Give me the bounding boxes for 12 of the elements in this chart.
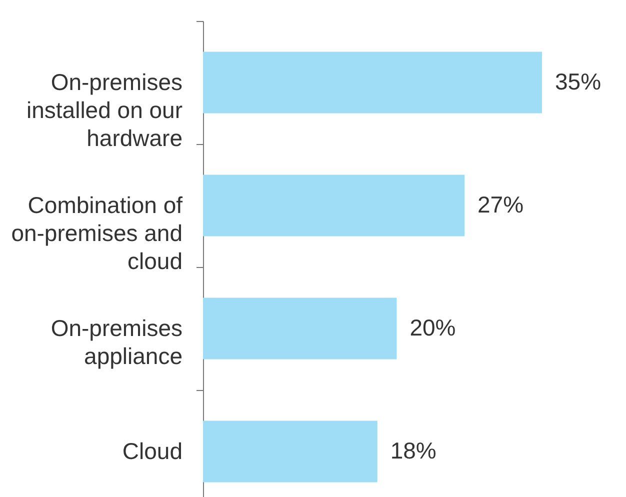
y-tick-label: Combination of on-premises and cloud [11, 192, 184, 274]
data-label: 27% [478, 192, 524, 218]
bar [203, 174, 465, 236]
bar [203, 420, 378, 482]
y-tick-label: Cloud [122, 438, 182, 464]
data-label: 35% [555, 68, 602, 94]
y-tick-label: On-premises installed on our hardware [26, 69, 183, 151]
data-label: 20% [410, 314, 456, 340]
bar [203, 52, 542, 114]
y-tick-label: On-premises appliance [50, 315, 182, 369]
bar [203, 298, 397, 360]
data-label: 18% [390, 438, 436, 464]
